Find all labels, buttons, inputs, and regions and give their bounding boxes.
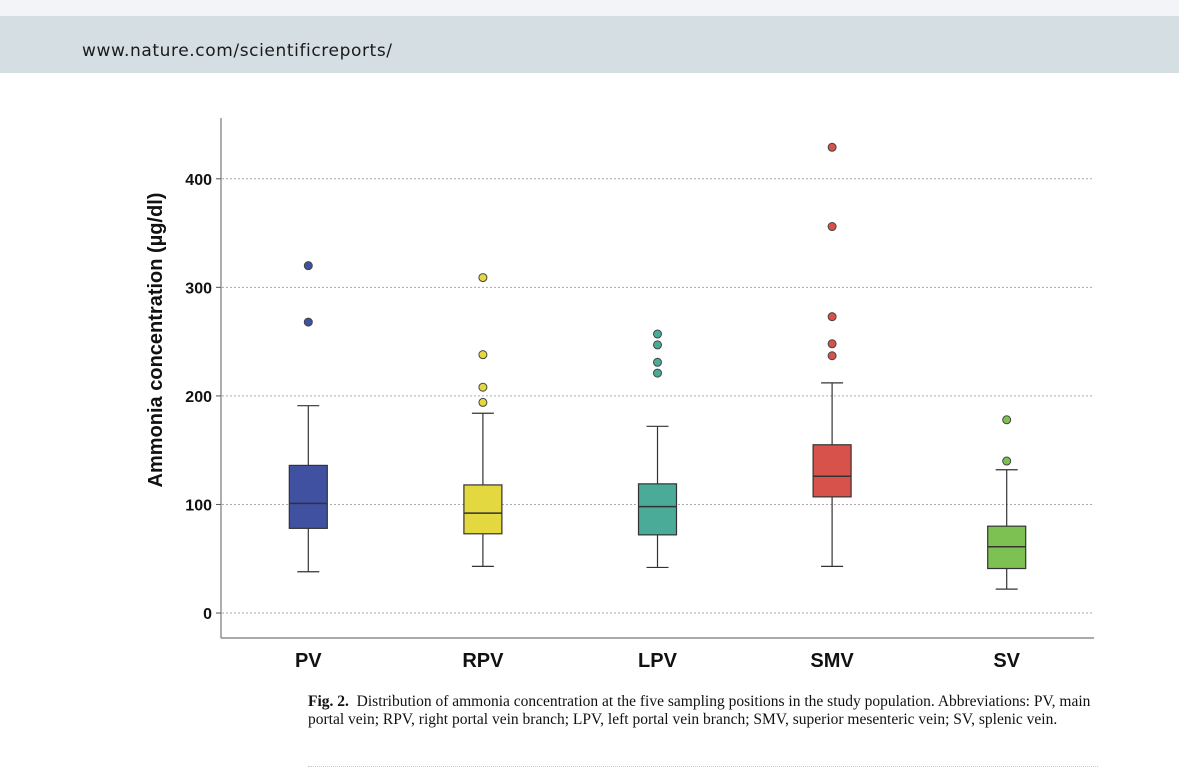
outlier-rpv-2 [478,350,488,360]
box-lpv [637,329,678,569]
box-sv [987,415,1027,590]
iqr-box-lpv [637,483,678,536]
outlier-rpv-0 [478,397,488,407]
outlier-lpv-3 [653,329,662,339]
outlier-sv-1 [1002,415,1012,425]
x-category-rpv: RPV [462,650,504,672]
iqr-box-smv [812,444,852,498]
divider [308,766,1098,767]
ytick-label-400: 400 [185,172,212,189]
site-url[interactable]: www.nature.com/scientificreports/ [82,41,393,61]
outlier-smv-0 [827,351,837,361]
figure-caption: Fig. 2. Distribution of ammonia concentr… [308,693,1091,728]
ytick-label-200: 200 [185,389,212,406]
axes [220,118,1094,639]
iqr-box-pv [288,464,328,529]
outlier-smv-1 [827,339,837,349]
outlier-lpv-0 [653,368,662,378]
outlier-lpv-1 [653,357,662,367]
box-smv [812,142,852,567]
x-category-pv: PV [295,650,322,672]
x-category-lpv: LPV [638,650,678,672]
outlier-pv-0 [303,317,313,327]
box-pv [288,261,328,573]
x-category-sv: SV [993,650,1020,672]
box-rpv [463,273,503,567]
ytick-label-300: 300 [185,280,212,297]
box-plot-chart: 0 100 200 300 400 PV RPV LPV SMV SV Ammonia conc… [145,118,1094,672]
y-axis-ticks: 0 100 200 300 400 [185,172,221,623]
y-axis-title: Ammonia concentration (µg/dl) [145,193,167,488]
outlier-pv-1 [303,261,313,271]
box-series [288,142,1027,590]
ytick-label-0: 0 [203,606,212,623]
top-strip [0,0,1179,16]
x-category-smv: SMV [810,650,854,672]
outlier-smv-4 [827,142,837,152]
outlier-rpv-3 [478,273,488,283]
caption-text: Distribution of ammonia concentration at… [308,693,1091,728]
grid-lines [222,178,1094,614]
page-header: www.nature.com/scientificreports/ [0,16,1179,73]
outlier-sv-0 [1002,456,1012,466]
outlier-lpv-2 [653,340,662,350]
caption-label: Fig. 2 [308,693,346,710]
outlier-rpv-1 [478,382,488,392]
outlier-smv-3 [827,222,837,232]
x-axis-categories: PV RPV LPV SMV SV [295,650,1021,672]
ytick-label-100: 100 [185,497,212,514]
outlier-smv-2 [827,312,837,322]
iqr-box-rpv [463,484,503,535]
